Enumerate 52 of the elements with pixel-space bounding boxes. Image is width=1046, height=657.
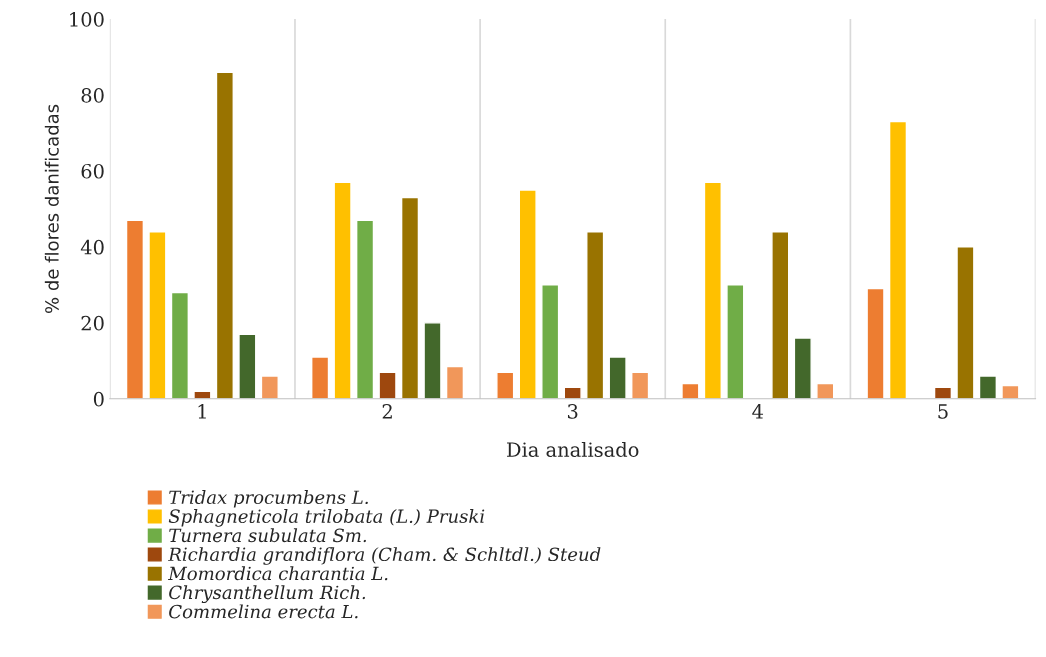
bar bbox=[631, 371, 650, 399]
bar bbox=[816, 382, 835, 399]
bar bbox=[608, 356, 627, 399]
y-tick-label: 20 bbox=[81, 315, 104, 331]
legend-label: Momordica charantia L. bbox=[168, 566, 388, 581]
bar bbox=[563, 386, 582, 399]
bar bbox=[378, 371, 397, 399]
x-tick-label: 4 bbox=[752, 404, 764, 419]
y-tick-label: 100 bbox=[70, 12, 104, 27]
y-tick-label: 60 bbox=[81, 163, 104, 179]
bar bbox=[956, 246, 975, 399]
legend-label: Tridax procumbens L. bbox=[169, 490, 368, 508]
bar bbox=[681, 382, 700, 399]
y-tick-label: 80 bbox=[81, 87, 104, 103]
bar bbox=[726, 284, 745, 399]
bar bbox=[125, 219, 145, 399]
y-axis-title: % de flores danificadas bbox=[44, 104, 59, 314]
bar bbox=[771, 231, 790, 399]
x-axis-title: Dia analisado bbox=[507, 441, 639, 457]
bar bbox=[311, 356, 330, 399]
bar bbox=[423, 322, 442, 399]
bar bbox=[866, 287, 885, 399]
legend-label: Sphagneticola trilobata (L.) Pruski bbox=[168, 509, 485, 527]
bar bbox=[978, 375, 998, 399]
bar bbox=[148, 231, 167, 399]
legend-label: Chrysanthellum Rich. bbox=[169, 585, 366, 603]
bar bbox=[260, 375, 279, 399]
x-tick-label: 1 bbox=[198, 404, 206, 419]
bar bbox=[400, 196, 420, 399]
bar bbox=[518, 189, 537, 399]
bar bbox=[1001, 384, 1020, 399]
y-tick-label: 0 bbox=[93, 391, 104, 407]
bar bbox=[170, 291, 190, 399]
bar bbox=[703, 181, 722, 399]
x-tick-label: 5 bbox=[938, 404, 948, 419]
bar bbox=[933, 386, 953, 399]
bar bbox=[496, 371, 515, 399]
bar bbox=[215, 71, 234, 399]
legend-label: Commelina erecta L. bbox=[169, 604, 358, 619]
bar bbox=[355, 219, 375, 399]
y-tick-label: 40 bbox=[80, 239, 104, 255]
bar bbox=[541, 284, 560, 399]
bar bbox=[445, 365, 465, 399]
bar bbox=[793, 337, 812, 399]
x-tick-label: 3 bbox=[567, 404, 578, 419]
bar bbox=[586, 231, 605, 399]
legend-label: Richardia grandiflora (Cham. & Schltdl.) Steud bbox=[168, 547, 601, 565]
bar bbox=[888, 120, 908, 399]
x-tick-label: 2 bbox=[382, 404, 392, 419]
legend-label: Turnera subulata Sm. bbox=[169, 528, 366, 543]
bar bbox=[238, 333, 257, 399]
bar bbox=[333, 181, 352, 399]
